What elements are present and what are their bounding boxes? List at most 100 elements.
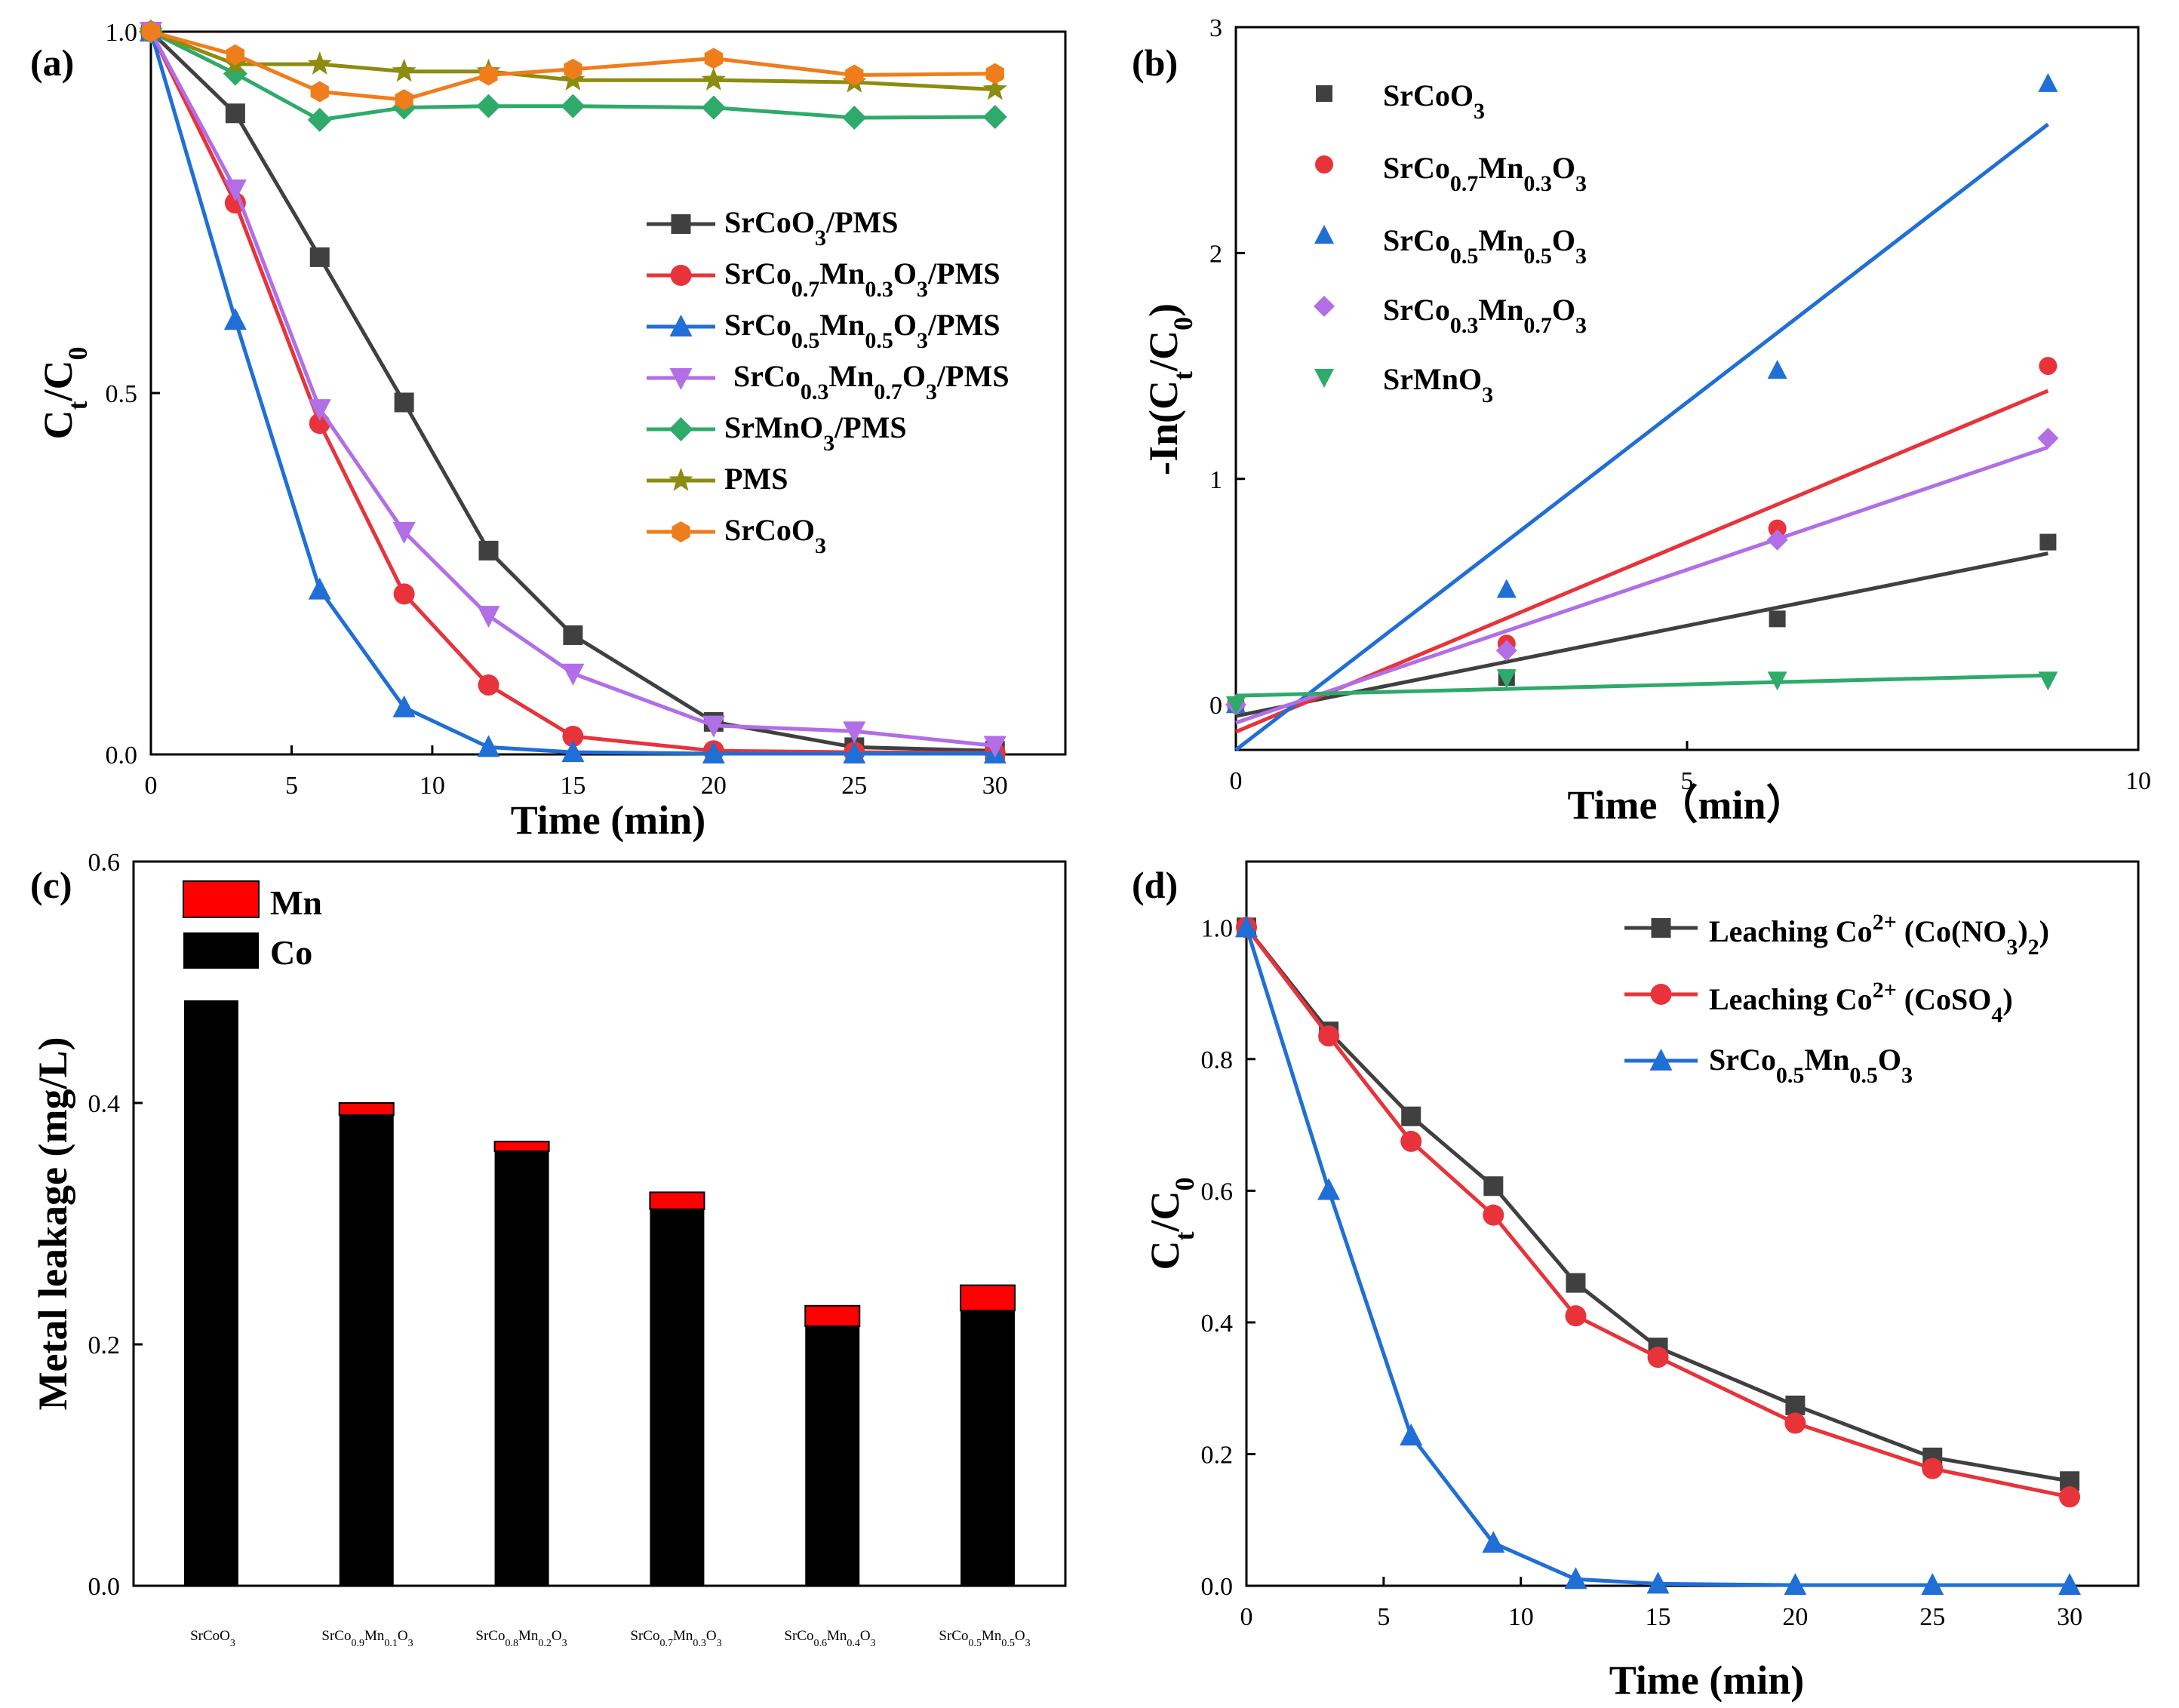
a-series-0-point-5: [563, 625, 583, 645]
a-xtick-label-2: 10: [420, 772, 445, 800]
a-series-1-point-4: [478, 674, 499, 696]
a-series-3-point-7: [843, 721, 866, 744]
a-series-6-point-8: [985, 63, 1004, 84]
d-ytick-label-5: 1.0: [1201, 914, 1234, 942]
a-xtick-label-3: 15: [560, 772, 585, 800]
c-bar-3-co: [650, 1209, 705, 1586]
panel-c-frame: [132, 860, 1067, 1587]
a-series-0-point-4: [478, 540, 499, 561]
legend-c-mn-label: Mn: [270, 883, 322, 922]
a-xtick-label-1: 5: [285, 772, 298, 800]
c-bar-3-mn: [649, 1191, 705, 1210]
c-bar-1-mn: [338, 1102, 395, 1116]
a-series-3-point-4: [477, 606, 500, 628]
panel-c: 0.00.20.40.6 SrCoO3 SrCo0.9Mn0.1O3 SrCo0…: [30, 849, 1067, 1649]
d-series-2-point-4: [1564, 1567, 1587, 1590]
b-series-0-point-2: [1769, 610, 1786, 628]
b-series-3-point-3: [2037, 427, 2059, 449]
c-ytick-label-1: 0.2: [88, 1332, 121, 1359]
legend-d-0-marker: [1651, 918, 1671, 938]
a-series-4-point-7: [842, 106, 867, 131]
a-xtick-label-5: 25: [841, 772, 867, 800]
d-series-1-point-1: [1318, 1025, 1340, 1047]
d-ytick-label-1: 0.2: [1201, 1441, 1234, 1469]
a-series-3-point-3: [392, 521, 416, 544]
d-series-1-point-6: [1784, 1412, 1806, 1434]
legend-b-3-marker: [1314, 296, 1335, 317]
a-series-0-point-3: [394, 392, 414, 413]
b-series-4-point-3: [2038, 671, 2058, 691]
a-xtick-label-0: 0: [145, 772, 158, 800]
d-series-2-point-5: [1646, 1571, 1670, 1594]
a-series-5-point-2: [307, 51, 332, 75]
b-series-2-point-3: [2038, 72, 2058, 92]
a-series-2-point-4: [477, 735, 500, 757]
a-series-4-point-5: [561, 94, 585, 118]
legend-a-5-label: PMS: [724, 462, 788, 496]
a-series-6-point-2: [310, 81, 329, 103]
d-ytick-label-2: 0.4: [1201, 1310, 1234, 1338]
d-series-1-point-4: [1565, 1305, 1587, 1327]
b-series-0-fit: [1235, 551, 2048, 718]
b-series-0-point-3: [2039, 533, 2057, 551]
d-xtick-label-0: 0: [1240, 1603, 1253, 1631]
c-bar-0-co: [183, 1000, 238, 1586]
a-ytick-label-0: 0.0: [106, 742, 138, 770]
legend-d-1-marker: [1650, 984, 1672, 1005]
legend-b-1-marker: [1315, 155, 1333, 174]
legend-a-4-marker: [668, 417, 693, 441]
a-series-6-point-3: [395, 89, 413, 111]
b-xtick-label-0: 0: [1230, 767, 1243, 795]
c-bar-1-co: [339, 1115, 394, 1586]
a-series-4-point-6: [701, 95, 726, 120]
panel-b-xlabel: Time（min）: [1567, 782, 1806, 828]
d-series-2-point-7: [1921, 1573, 1944, 1596]
b-series-2-point-1: [1496, 579, 1517, 598]
legend-a-2-marker: [669, 315, 693, 336]
a-series-6-point-1: [226, 44, 244, 66]
d-series-0-point-3: [1483, 1176, 1504, 1197]
panel-c-yticks: 0.0 0.2 0.4 0.6: [88, 849, 143, 1601]
c-bar-4-mn: [804, 1304, 861, 1328]
d-series-1-point-7: [1922, 1458, 1944, 1479]
d-xtick-label-1: 5: [1377, 1603, 1390, 1631]
b-ytick-label-1: 1: [1209, 466, 1222, 494]
panel-d-xticks: 0 5 10 15 20 25 30: [1240, 1577, 2082, 1631]
c-bar-4-co: [805, 1326, 860, 1586]
a-series-3-point-6: [702, 715, 725, 738]
d-xtick-label-3: 15: [1646, 1603, 1671, 1631]
d-xtick-label-2: 10: [1508, 1603, 1534, 1631]
d-series-1-point-5: [1647, 1347, 1669, 1369]
panel-a-xticks: 0 5 10 15 20 25 30: [145, 745, 1008, 800]
d-series-2-point-3: [1482, 1531, 1505, 1553]
d-series-0-point-4: [1566, 1273, 1586, 1293]
legend-a-1-marker: [670, 265, 692, 286]
a-series-3-point-5: [561, 663, 585, 686]
a-series-2-point-7: [843, 742, 866, 764]
c-ytick-label-0: 0.0: [88, 1573, 121, 1601]
a-series-2-point-2: [308, 577, 331, 600]
panel-d-series: [1235, 915, 2082, 1596]
d-ytick-label-0: 0.0: [1201, 1573, 1234, 1601]
a-series-2-point-5: [561, 740, 585, 763]
a-series-3-point-8: [983, 736, 1007, 758]
d-series-1-point-3: [1483, 1204, 1504, 1226]
legend-a-0-marker: [671, 214, 691, 234]
b-xtick-label-1: 5: [1681, 767, 1694, 795]
legend-c-co-label: Co: [270, 933, 312, 972]
panel-b-series: [1225, 72, 2059, 751]
a-xtick-label-4: 20: [701, 772, 727, 800]
panel-a-xlabel: Time (min): [511, 797, 705, 843]
legend-b-2-marker: [1314, 225, 1334, 244]
c-bar-2-mn: [493, 1141, 550, 1152]
b-series-1-point-3: [2039, 357, 2058, 376]
a-series-5-point-6: [701, 67, 726, 91]
b-series-2-fit: [1234, 122, 2049, 751]
legend-d-2-marker: [1649, 1049, 1673, 1071]
a-series-6-point-7: [845, 64, 864, 86]
d-series-0-point-6: [1785, 1395, 1806, 1415]
b-series-4-point-0: [1226, 696, 1246, 716]
a-series-4-point-8: [982, 105, 1007, 130]
d-series-1-point-8: [2059, 1486, 2081, 1508]
